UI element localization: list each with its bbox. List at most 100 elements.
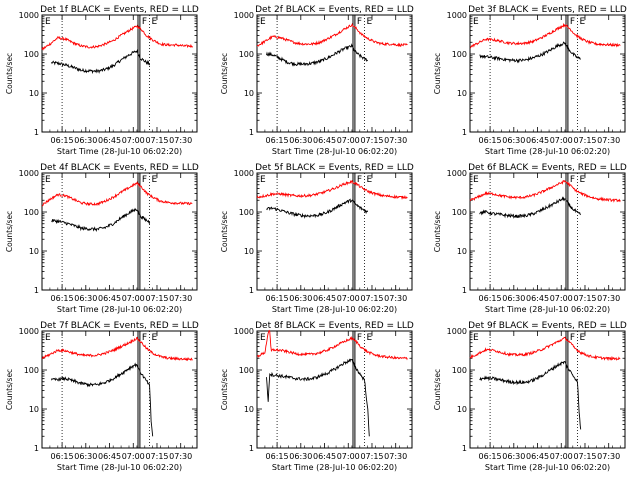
- x-tick-label: 06:45: [98, 294, 121, 303]
- x-tick-label: 06:15: [479, 294, 502, 303]
- x-tick-label: 07:30: [597, 136, 620, 145]
- x-tick-label: 06:30: [289, 452, 312, 461]
- y-axis-label: Counts/sec: [433, 211, 442, 252]
- panel-det-5: Det 5f BLACK = Events, RED = LLD 1 10 100 10…: [220, 163, 414, 314]
- x-tick-label: 07:30: [169, 294, 192, 303]
- marker-e-right: E: [580, 17, 586, 27]
- panel-title: Det 1f BLACK = Events, RED = LLD: [40, 5, 199, 15]
- plot-frame: [469, 172, 626, 291]
- marker-f: F: [357, 333, 362, 343]
- x-tick-label: 07:30: [384, 452, 407, 461]
- series-events-line: [266, 198, 369, 219]
- panel-det-9: Det 9f BLACK = Events, RED = LLD 1 10 100 10…: [433, 321, 627, 472]
- y-tick-label: 10: [244, 405, 254, 414]
- series-events-line: [479, 361, 582, 430]
- series-lld-line: [256, 179, 408, 201]
- x-tick-label: 07:30: [384, 294, 407, 303]
- marker-e-right: E: [580, 333, 586, 343]
- x-tick-label: 07:30: [169, 136, 192, 145]
- y-tick-label: 10: [457, 89, 467, 98]
- x-tick-label: 07:15: [145, 294, 168, 303]
- y-tick-label: 100: [452, 50, 467, 59]
- plot-frame: [41, 14, 198, 133]
- plot-frame: [256, 172, 413, 291]
- x-tick-label: 06:45: [526, 294, 549, 303]
- y-tick-label: 100: [24, 50, 39, 59]
- plot-frame: [469, 330, 626, 449]
- series-lld-line: [469, 22, 621, 49]
- x-tick-label: 06:45: [313, 136, 336, 145]
- x-tick-label: 07:15: [573, 294, 596, 303]
- x-axis-label: Start Time (28-Jul-10 06:02:20): [485, 305, 610, 314]
- y-axis-label: Counts/sec: [220, 369, 229, 410]
- x-tick-label: 07:15: [360, 136, 383, 145]
- x-tick-label: 06:30: [289, 294, 312, 303]
- x-tick-label: 06:45: [98, 452, 121, 461]
- x-axis-label: Start Time (28-Jul-10 06:02:20): [57, 463, 182, 472]
- y-tick-label: 100: [239, 50, 254, 59]
- x-tick-label: 06:30: [74, 294, 97, 303]
- x-tick-label: 07:30: [384, 136, 407, 145]
- series-events-line: [479, 196, 581, 219]
- x-axis-label: Start Time (28-Jul-10 06:02:20): [57, 147, 182, 156]
- x-tick-label: 06:30: [74, 452, 97, 461]
- x-tick-label: 07:30: [169, 452, 192, 461]
- panel-title: Det 8f BLACK = Events, RED = LLD: [255, 321, 414, 331]
- y-tick-label: 1000: [19, 169, 39, 178]
- y-tick-label: 1000: [447, 169, 467, 178]
- series-events-line: [51, 48, 151, 75]
- x-tick-label: 06:15: [479, 452, 502, 461]
- y-tick-label: 1: [462, 128, 467, 137]
- y-tick-label: 1000: [234, 169, 254, 178]
- plot-frame: [256, 330, 413, 449]
- x-tick-label: 06:45: [98, 136, 121, 145]
- x-tick-label: 07:15: [360, 294, 383, 303]
- marker-e-right: E: [367, 17, 373, 27]
- panel-det-7: Det 7f BLACK = Events, RED = LLD 1 10 100 10…: [5, 321, 199, 472]
- x-axis-label: Start Time (28-Jul-10 06:02:20): [272, 463, 397, 472]
- marker-e-left: E: [473, 175, 479, 185]
- x-tick-label: 07:15: [573, 136, 596, 145]
- y-tick-label: 10: [457, 247, 467, 256]
- y-tick-label: 100: [24, 366, 39, 375]
- y-tick-label: 10: [29, 405, 39, 414]
- y-axis-label: Counts/sec: [433, 369, 442, 410]
- marker-f: F: [570, 175, 575, 185]
- panel-det-4: Det 4f BLACK = Events, RED = LLD 1 10 100 10…: [5, 163, 199, 314]
- x-axis-label: Start Time (28-Jul-10 06:02:20): [485, 463, 610, 472]
- y-tick-label: 100: [239, 366, 254, 375]
- x-tick-label: 07:15: [145, 136, 168, 145]
- y-tick-label: 10: [29, 89, 39, 98]
- marker-e-left: E: [473, 17, 479, 27]
- marker-e-left: E: [260, 17, 266, 27]
- marker-e-left: E: [45, 333, 51, 343]
- y-tick-label: 10: [244, 89, 254, 98]
- series-events-line: [266, 358, 370, 437]
- x-tick-label: 06:45: [526, 452, 549, 461]
- x-tick-label: 06:45: [313, 294, 336, 303]
- x-tick-label: 07:00: [550, 136, 573, 145]
- y-axis-label: Counts/sec: [220, 53, 229, 94]
- x-tick-label: 07:00: [337, 452, 360, 461]
- marker-f: F: [570, 17, 575, 27]
- plot-frame: [41, 172, 198, 291]
- plot-frame: [469, 14, 626, 133]
- plot-frame: [41, 330, 198, 449]
- x-tick-label: 06:30: [502, 452, 525, 461]
- y-tick-label: 1: [249, 128, 254, 137]
- series-events-line: [51, 362, 154, 437]
- y-tick-label: 1: [34, 128, 39, 137]
- x-tick-label: 07:30: [597, 452, 620, 461]
- y-tick-label: 100: [452, 208, 467, 217]
- x-tick-label: 06:45: [526, 136, 549, 145]
- x-tick-label: 06:30: [502, 136, 525, 145]
- y-tick-label: 1000: [447, 11, 467, 20]
- y-tick-label: 10: [244, 247, 254, 256]
- panel-title: Det 9f BLACK = Events, RED = LLD: [468, 321, 627, 331]
- y-tick-label: 1: [34, 286, 39, 295]
- panel-title: Det 6f BLACK = Events, RED = LLD: [468, 163, 627, 173]
- series-lld-line: [41, 24, 193, 51]
- x-tick-label: 06:15: [266, 452, 289, 461]
- y-tick-label: 100: [452, 366, 467, 375]
- y-tick-label: 10: [29, 247, 39, 256]
